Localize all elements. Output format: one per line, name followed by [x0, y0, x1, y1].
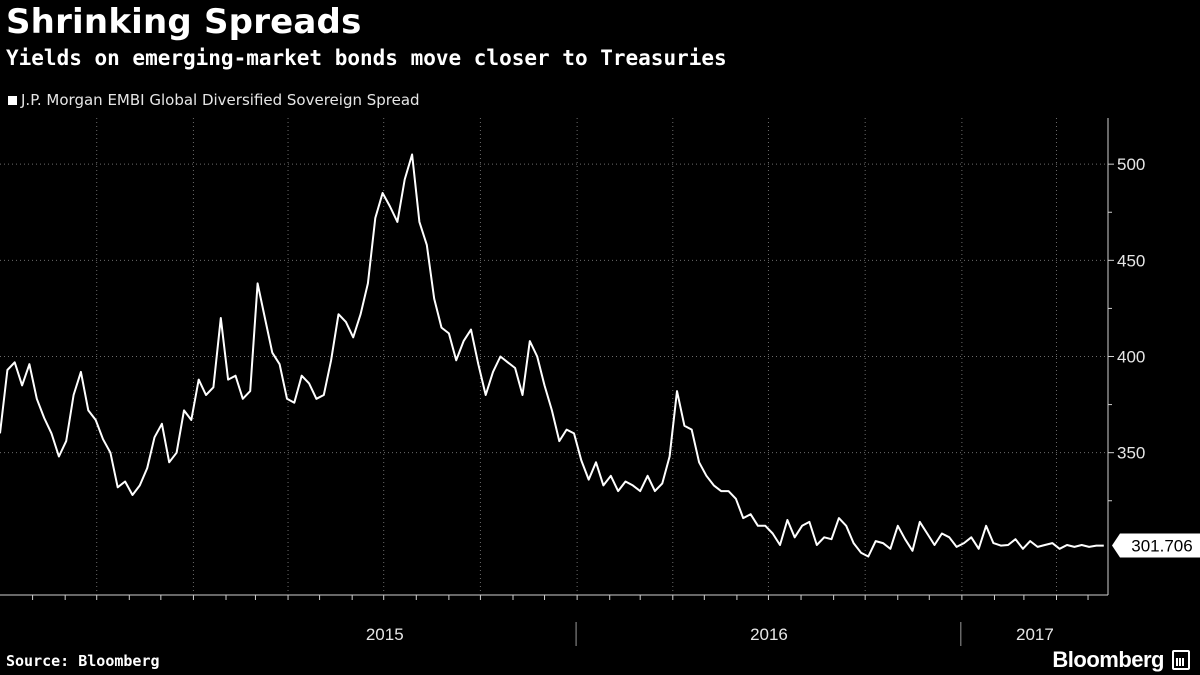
- series-line: [0, 153, 1104, 558]
- x-tick-label-2016: 2016: [750, 625, 788, 644]
- x-tick-label-2017: 2017: [1016, 625, 1054, 644]
- chart-subtitle: Yields on emerging-market bonds move clo…: [6, 46, 727, 70]
- bloomberg-logo: Bloomberg: [1052, 647, 1190, 673]
- last-value-label: 301.706: [1131, 537, 1192, 556]
- y-tick-label-500: 500: [1117, 155, 1145, 174]
- source-note: Source: Bloomberg: [6, 652, 160, 670]
- legend: J.P. Morgan EMBI Global Diversified Sove…: [8, 91, 420, 109]
- last-value-badge: [1112, 533, 1200, 558]
- legend-swatch: [8, 95, 17, 105]
- y-tick-label-350: 350: [1117, 444, 1145, 463]
- brand-name: Bloomberg: [1052, 647, 1164, 672]
- x-tick-label-2015: 2015: [366, 625, 404, 644]
- legend-label: J.P. Morgan EMBI Global Diversified Sove…: [21, 91, 420, 109]
- y-tick-label-400: 400: [1117, 348, 1145, 367]
- chart-title: Shrinking Spreads: [6, 2, 362, 42]
- bloomberg-chart-icon: [1172, 650, 1190, 670]
- y-tick-label-450: 450: [1117, 251, 1145, 270]
